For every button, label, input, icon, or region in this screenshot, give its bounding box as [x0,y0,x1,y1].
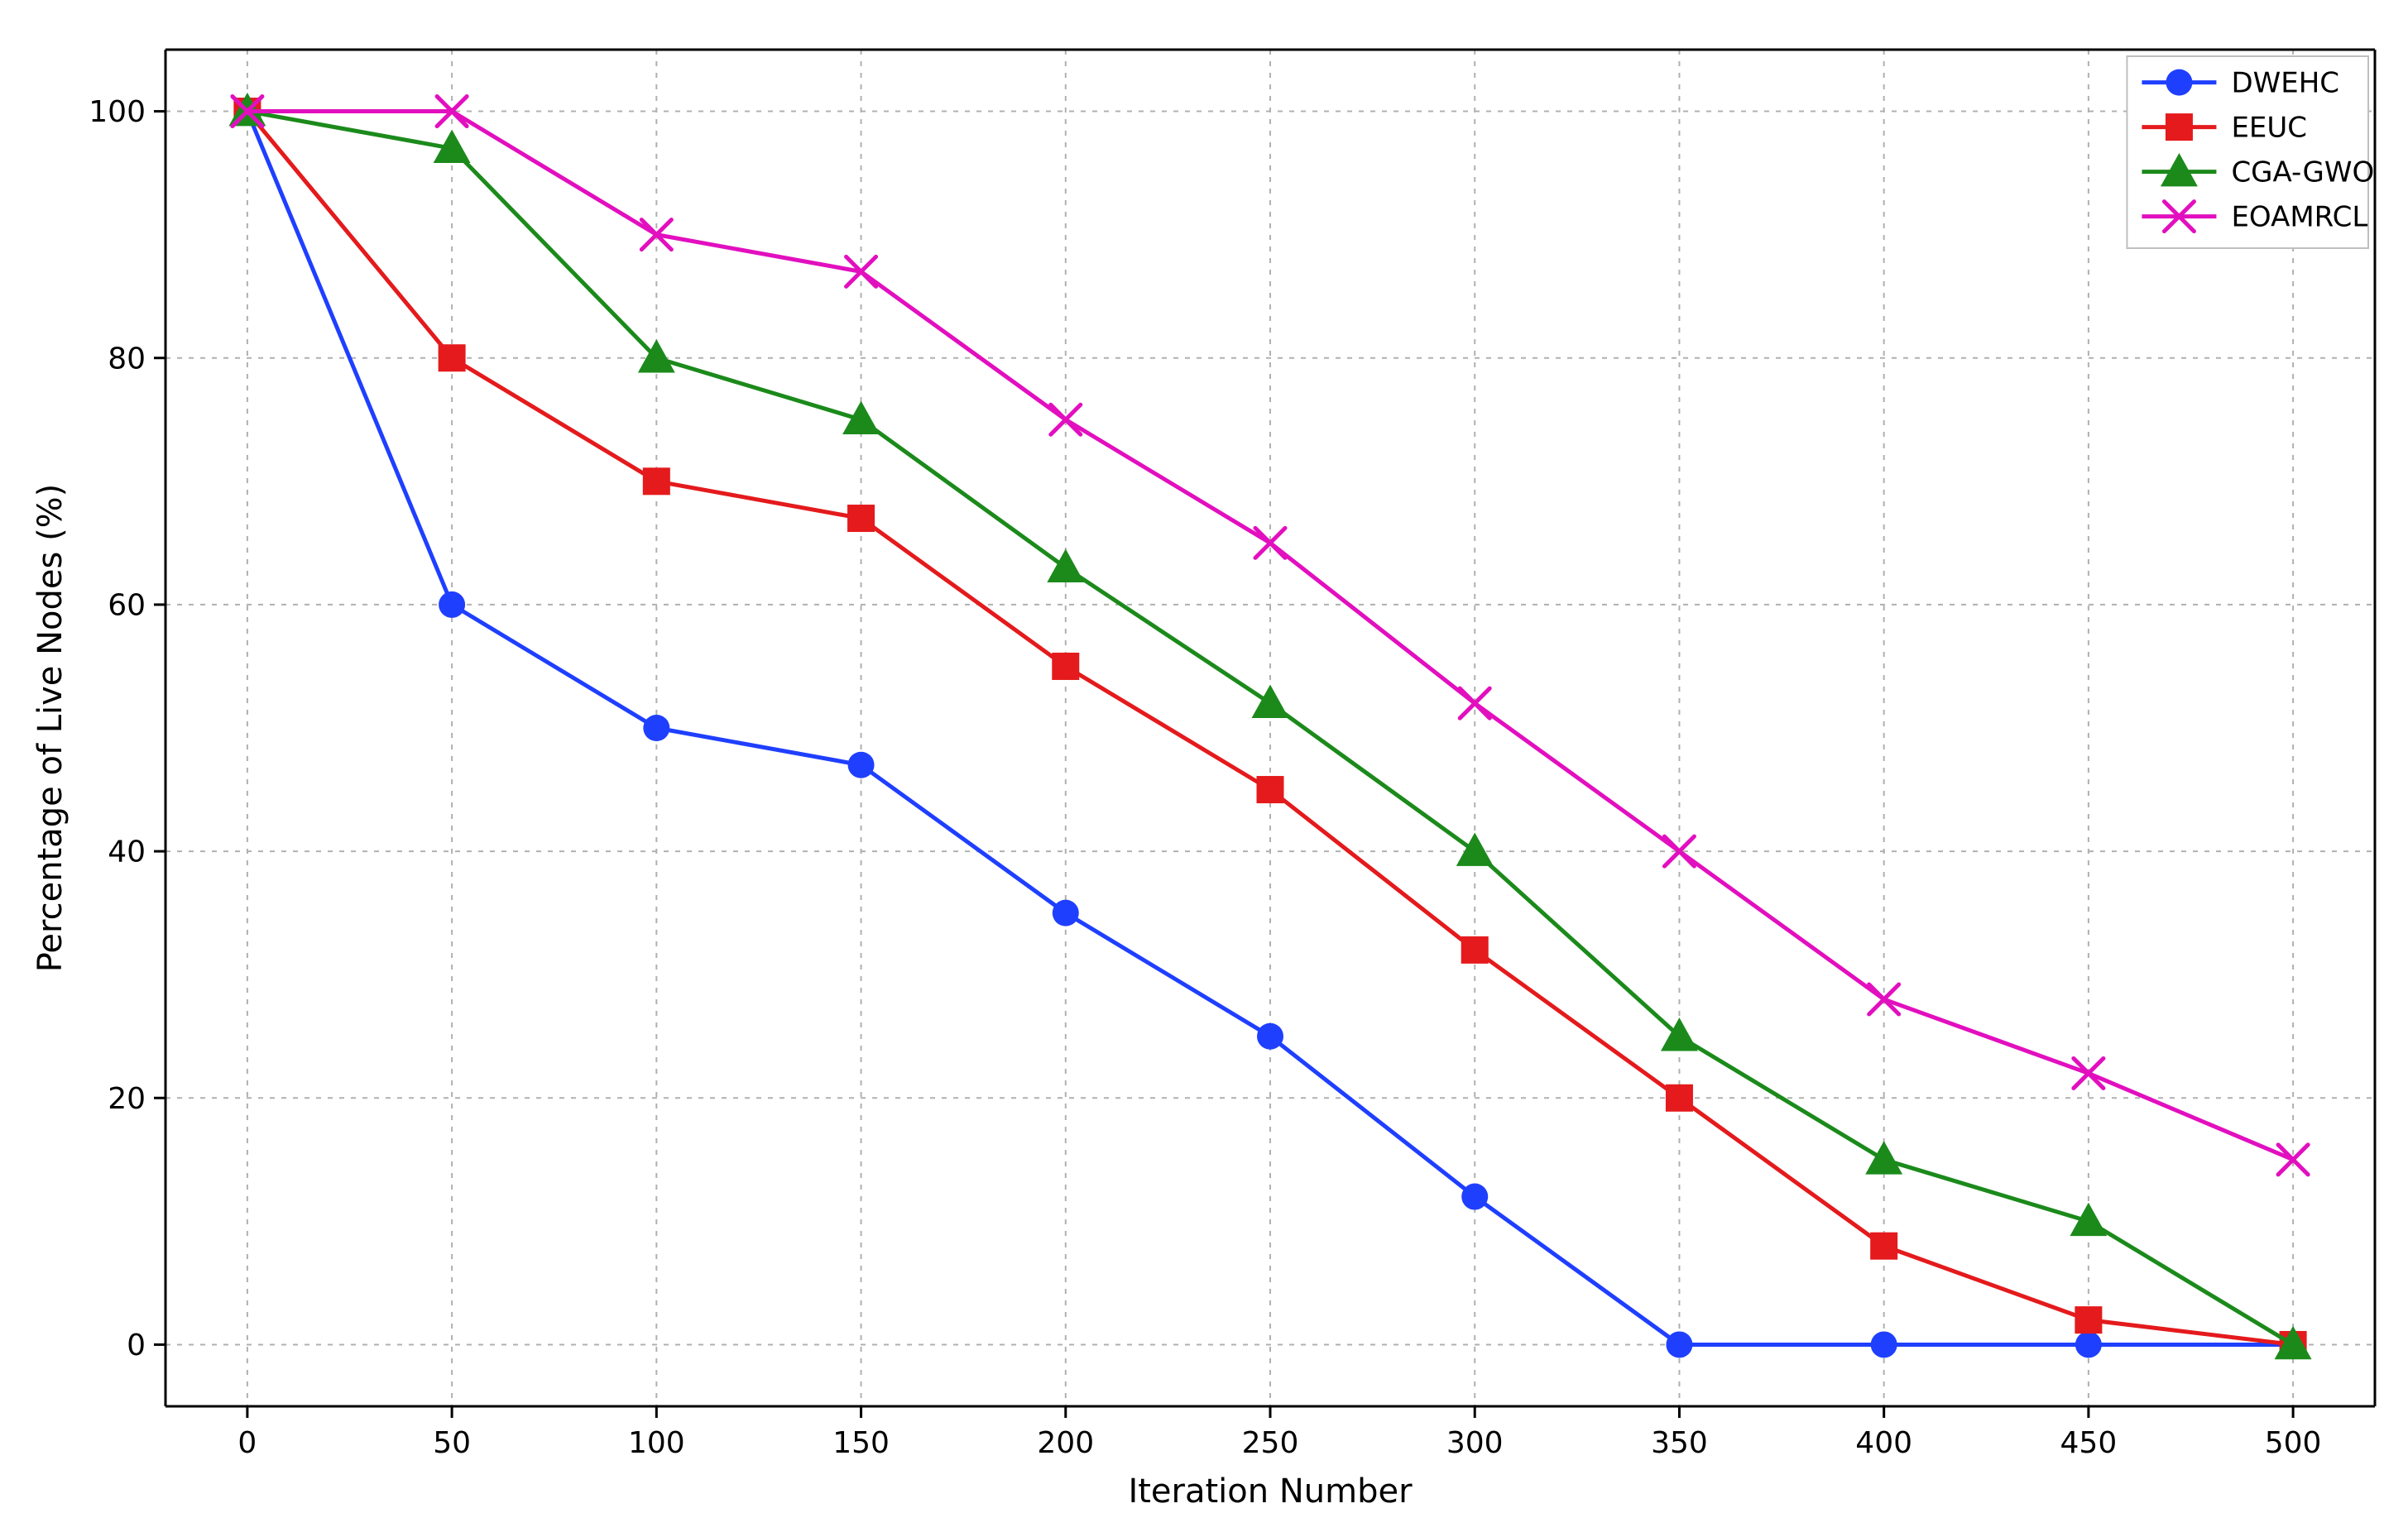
x-tick-label: 500 [2265,1426,2322,1460]
x-tick-label: 250 [1242,1426,1299,1460]
y-tick-label: 0 [127,1329,146,1362]
legend-label: DWEHC [2231,67,2339,100]
x-tick-label: 350 [1651,1426,1708,1460]
x-tick-label: 400 [1855,1426,1912,1460]
y-tick-label: 60 [108,589,146,623]
y-tick-label: 20 [108,1082,146,1116]
x-tick-label: 50 [433,1426,471,1460]
x-tick-label: 100 [628,1426,685,1460]
x-axis-label: Iteration Number [1128,1472,1413,1511]
y-tick-label: 100 [89,95,146,129]
x-tick-label: 450 [2060,1426,2118,1460]
x-tick-label: 150 [832,1426,890,1460]
y-axis-label: Percentage of Live Nodes (%) [31,484,70,973]
y-tick-label: 40 [108,836,146,869]
legend-label: EOAMRCL [2231,201,2367,234]
x-tick-label: 200 [1037,1426,1094,1460]
x-tick-label: 300 [1446,1426,1504,1460]
y-tick-label: 80 [108,342,146,376]
x-tick-label: 0 [237,1426,257,1460]
chart-container: 0 50 100 150 200 250 300 350 400 450 500 0 20 40 60 80 1… [0,0,2408,1537]
legend-label: CGA-GWO [2231,156,2374,189]
line-chart: 0 50 100 150 200 250 300 350 400 450 500 0 20 40 60 80 1… [0,0,2408,1537]
legend-label: EEUC [2231,112,2307,145]
